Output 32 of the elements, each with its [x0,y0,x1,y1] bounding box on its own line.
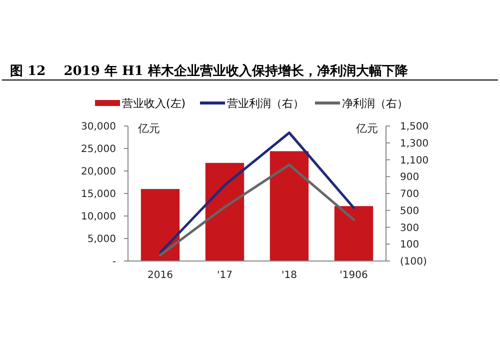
bar [205,162,244,261]
y-tick-label: 5,000 [87,234,116,245]
y2-tick-label: 1,500 [400,122,429,132]
bar [334,206,374,261]
y-tick-label: 20,000 [81,166,116,178]
y-tick-label: 10,000 [81,212,116,222]
x-tick-label: 2016 [148,270,173,281]
x-tick-label: '18 [282,270,297,281]
y2-tick-label: 700 [400,189,420,200]
line-series [159,164,355,256]
y2-tick-label: 1,300 [400,138,429,150]
legend-label: 净利润（右） [342,96,408,110]
y2-tick-label: 1,100 [400,155,429,166]
x-tick-label: '17 [217,270,232,281]
legend-label: 营业收入(左) [122,96,186,110]
y-tick-label: 30,000 [81,122,116,132]
y2-tick-label: (100) [400,256,427,268]
y2-tick-label: 300 [400,222,420,234]
y2-tick-label: 500 [400,206,420,217]
legend-label: 营业利润（右） [227,96,304,110]
y-tick-label: 25,000 [81,144,116,155]
x-tick-label: '1906 [340,270,368,281]
bar [270,151,309,261]
y2-tick-label: 900 [400,172,420,184]
y-axis-title: 亿元 [137,122,160,135]
line-series [159,132,355,254]
y-tick-label: - [112,256,116,268]
y-tick-label: 15,000 [81,189,116,200]
bar [140,189,180,261]
y2-axis-title: 亿元 [355,122,378,135]
y2-tick-label: 100 [400,240,420,251]
chart-title: 图 12 2019 年 H1 样木企业营业收入保持增长，净利润大幅下降 [10,63,409,79]
